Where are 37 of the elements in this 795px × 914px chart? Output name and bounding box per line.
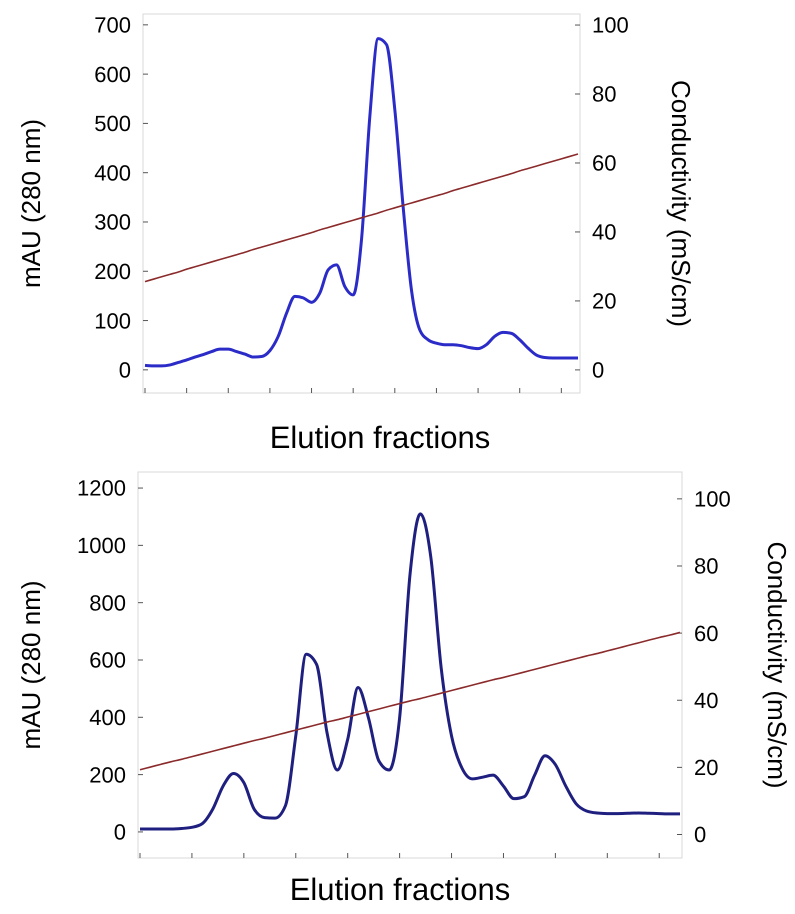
y-tick-label: 700	[94, 12, 131, 38]
y2-tick-label: 0	[694, 822, 706, 848]
y-tick-label: 200	[89, 762, 126, 788]
line-series	[144, 153, 579, 282]
y-tick-label: 400	[94, 160, 131, 186]
y2-tick-label: 80	[592, 82, 616, 107]
y2-tick-label: 60	[694, 620, 718, 646]
y2-tick-label: 60	[592, 150, 616, 176]
y2-axis-title: Conductivity (mS/cm)	[666, 80, 696, 328]
y-tick-label: 0	[118, 358, 131, 383]
y-axis-title: mAU (280 nm)	[16, 580, 46, 750]
y2-tick-label: 100	[592, 12, 629, 38]
y-tick-label: 600	[94, 62, 131, 87]
y-tick-label: 1000	[77, 533, 126, 558]
y2-tick-label: 80	[694, 554, 718, 579]
x-axis-title: Elution fractions	[270, 420, 490, 455]
y-tick-label: 500	[94, 111, 131, 136]
line-series	[144, 37, 580, 368]
y2-tick-label: 20	[694, 755, 718, 780]
y2-axis-title: Conductivity (mS/cm)	[762, 541, 792, 789]
y2-tick-label: 0	[592, 358, 604, 383]
y-tick-label: 100	[94, 308, 131, 334]
line-series	[138, 512, 682, 831]
line-series	[139, 632, 681, 771]
x-axis-title: Elution fractions	[290, 872, 510, 907]
y2-tick-label: 100	[694, 486, 731, 512]
y-tick-label: 800	[89, 590, 126, 616]
y-tick-label: 200	[94, 258, 131, 284]
y-tick-label: 400	[89, 705, 126, 730]
y-tick-label: 1200	[77, 476, 126, 501]
y-tick-label: 0	[114, 820, 126, 845]
y-tick-label: 300	[94, 210, 131, 235]
y2-tick-label: 20	[592, 288, 616, 314]
y2-tick-label: 40	[694, 688, 718, 713]
y2-tick-label: 40	[592, 220, 616, 245]
y-axis-title: mAU (280 nm)	[16, 118, 46, 288]
y-tick-label: 600	[89, 648, 126, 673]
